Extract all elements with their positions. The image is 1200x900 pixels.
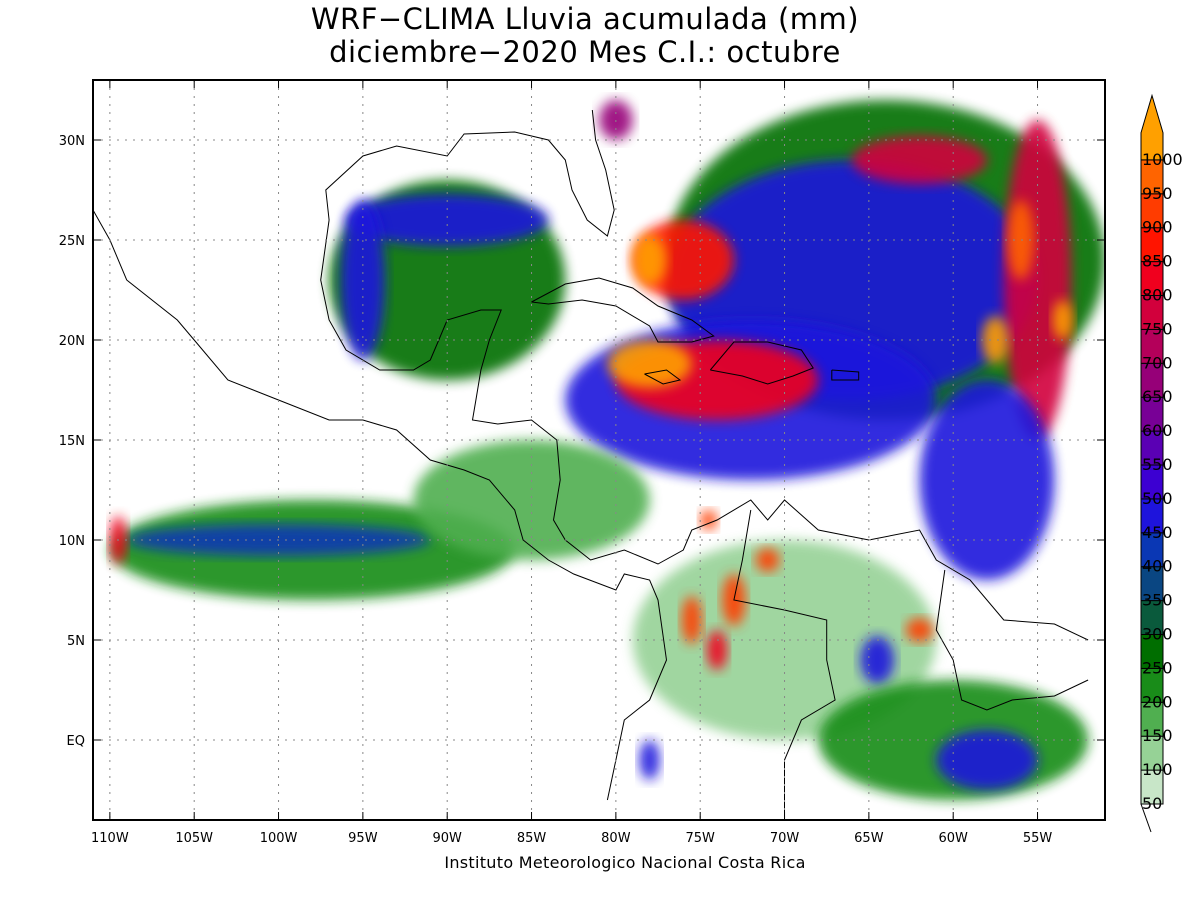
legend-swatch [1140, 93, 1164, 161]
rain-cell-east-peak-2 [981, 316, 1009, 364]
lon-tick-label: 65W [854, 831, 884, 846]
cuba [531, 277, 715, 343]
lon-tick-label: 75W [685, 831, 715, 846]
legend-label: 400 [1142, 557, 1173, 576]
lon-tick-label: 85W [517, 831, 547, 846]
mexico-pacific-coast [93, 208, 668, 801]
legend-label: 100 [1142, 760, 1173, 779]
plot-frame [92, 79, 1106, 821]
lon-tick-label: 90W [432, 831, 462, 846]
lat-tick-label: 15N [59, 434, 85, 449]
lat-tick-label: 30N [59, 134, 85, 149]
legend-label: 200 [1142, 692, 1173, 711]
lon-tick-label: 95W [348, 831, 378, 846]
rain-cell-east-peak-3 [1052, 300, 1073, 340]
rain-cell-ecuador-cell [639, 740, 660, 780]
graticule [93, 80, 1105, 820]
legend-label: 850 [1142, 252, 1173, 271]
legend-label: 950 [1142, 184, 1173, 203]
rain-cell-caribbean-peak [607, 340, 692, 388]
lat-tick-label: EQ [67, 734, 85, 749]
lon-tick-label: 110W [91, 831, 129, 846]
rain-cell-bahamas-peak [632, 234, 667, 286]
south-america-boundary-1 [733, 509, 836, 820]
lat-tick-label: 25N [59, 234, 85, 249]
legend-label: 250 [1142, 658, 1173, 677]
lon-tick-label: 80W [601, 831, 631, 846]
rain-cell-andes-cell-2 [681, 596, 702, 644]
rain-cell-north-atlantic-arc [852, 136, 987, 184]
legend-label: 900 [1142, 218, 1173, 237]
legend-lower-arrow [1140, 803, 1152, 833]
jamaica [644, 369, 682, 385]
legend-label: 800 [1142, 286, 1173, 305]
lon-tick-label: 55W [1023, 831, 1053, 846]
lon-tick-label: 105W [175, 831, 213, 846]
legend-label: 700 [1142, 353, 1173, 372]
legend-label: 750 [1142, 319, 1173, 338]
rain-cell-andes-cell-4 [755, 548, 780, 572]
south-america-boundary-2 [935, 569, 1089, 711]
lat-tick-label: 10N [59, 534, 85, 549]
map-title-line-2: diciembre−2020 Mes C.I.: octubre [329, 35, 841, 69]
lon-tick-label: 60W [938, 831, 968, 846]
rain-cell-east-band-peak [1007, 200, 1035, 280]
us-gulf-coast [325, 109, 615, 237]
hispaniola [709, 341, 814, 385]
coastlines [93, 109, 1089, 820]
map-title-line-1: WRF−CLIMA Lluvia acumulada (mm) [310, 2, 860, 36]
legend-label: 600 [1142, 421, 1173, 440]
legend-label: 50 [1142, 794, 1162, 813]
lat-tick-label: 20N [59, 334, 85, 349]
legend-label: 350 [1142, 591, 1173, 610]
rain-cell-andes-cell-3 [706, 630, 728, 670]
rain-cell-gulf-north-band [346, 194, 549, 246]
legend-label: 650 [1142, 387, 1173, 406]
axis-ticks: 110W 105W 100W 95W 90W 85W 80W 75W 70W 65W 60W 55W 3… [59, 80, 1105, 846]
credit-text: Instituto Meteorologico Nacional Costa R… [444, 853, 806, 872]
rain-cell-amazon-blue [936, 730, 1038, 790]
lon-tick-label: 70W [770, 831, 800, 846]
rain-cell-central-america-light [413, 440, 650, 560]
puerto-rico [831, 369, 860, 381]
legend-label: 550 [1142, 455, 1173, 474]
legend-label: 450 [1142, 523, 1173, 542]
lon-tick-label: 100W [260, 831, 298, 846]
lat-tick-label: 5N [67, 634, 85, 649]
legend-label: 300 [1142, 625, 1173, 644]
legend-label: 150 [1142, 726, 1173, 745]
gulf-coast [320, 219, 1089, 641]
rain-cell-guyana-cell [905, 618, 933, 642]
legend-label: 1000 [1142, 150, 1183, 169]
legend-label: 500 [1142, 489, 1173, 508]
